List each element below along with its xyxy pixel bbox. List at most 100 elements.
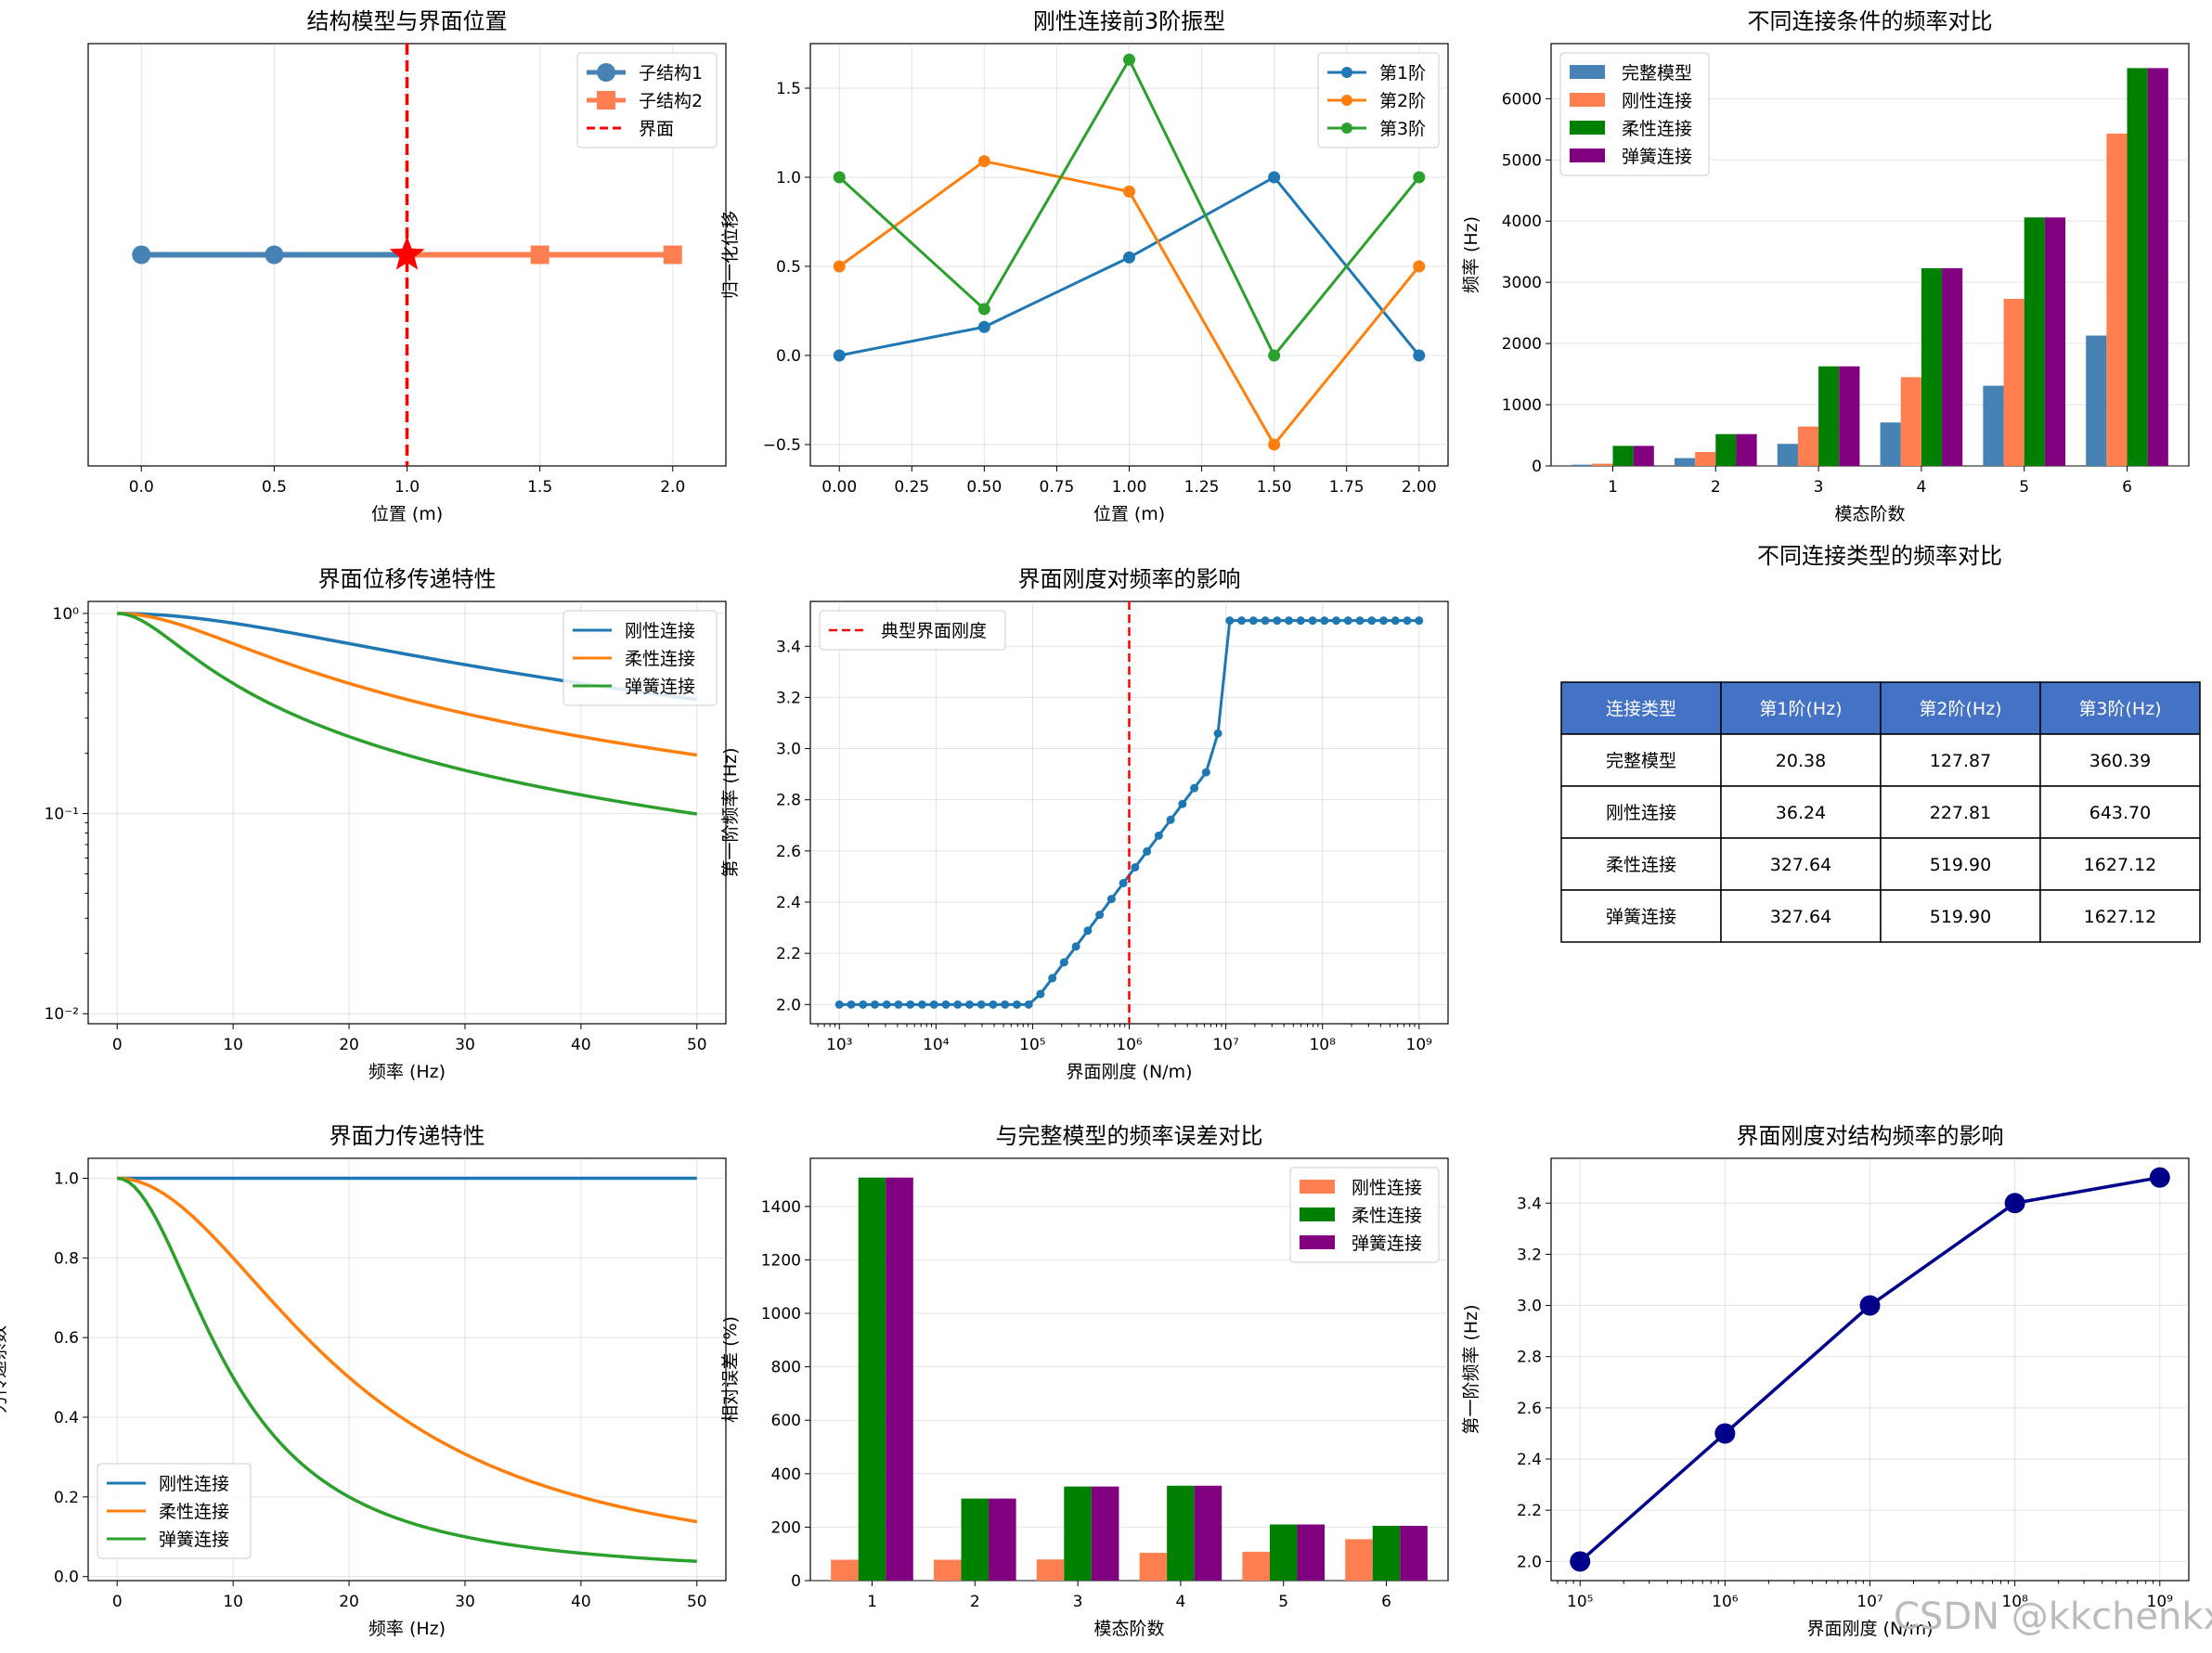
stiffness-point	[977, 1000, 986, 1009]
structure-frequency-point	[1570, 1551, 1591, 1572]
y-tick-label: 1.0	[776, 169, 801, 187]
y-axis-label: 归一化位移	[720, 211, 741, 299]
y-tick-label: 3.0	[776, 741, 801, 759]
x-tick-label: 10⁵	[1019, 1036, 1045, 1054]
legend-marker	[1341, 123, 1352, 134]
legend-marker	[597, 91, 615, 110]
mode-2-point	[1268, 438, 1281, 451]
watermark: CSDN @kkchenkx	[1894, 1595, 2212, 1638]
x-tick-label: 0	[112, 1593, 123, 1611]
x-axis-label: 界面刚度 (N/m)	[1067, 1062, 1193, 1082]
x-tick-label: 0.5	[262, 478, 287, 497]
table-cell-text: 327.64	[1770, 855, 1831, 875]
bar-1	[1064, 1486, 1092, 1581]
chart-title: 结构模型与界面位置	[307, 8, 508, 34]
mode-3-point	[1413, 171, 1426, 184]
stiffness-point	[1213, 729, 1222, 738]
y-tick-label: 1.5	[776, 80, 801, 98]
stiffness-point	[1036, 989, 1045, 999]
stiffness-point	[1178, 799, 1187, 808]
stiffness-point	[906, 1000, 915, 1009]
bar-0	[1777, 444, 1798, 466]
legend-label: 界面	[639, 119, 674, 139]
stiffness-point	[1143, 846, 1152, 856]
y-axis-label: 第一阶频率 (Hz)	[1461, 1304, 1481, 1434]
table-cell	[1560, 837, 1722, 891]
bar-0	[1242, 1551, 1270, 1581]
x-tick-label: 1.5	[527, 478, 552, 497]
bar-2	[1194, 1485, 1222, 1581]
x-axis-label: 频率 (Hz)	[369, 1619, 446, 1639]
table-header-text: 第1阶(Hz)	[1759, 699, 1842, 719]
bar-2	[1297, 1524, 1326, 1581]
stiffness-point	[1059, 958, 1068, 967]
x-tick-label: 10⁶	[1712, 1593, 1739, 1611]
stiffness-point	[1379, 616, 1389, 626]
bar-1	[1269, 1524, 1298, 1581]
x-tick-label: 40	[571, 1593, 591, 1611]
legend-label: 第2阶	[1379, 91, 1426, 111]
table-cell-text: 1627.12	[2084, 855, 2157, 875]
x-tick-label: 3	[1073, 1593, 1083, 1611]
x-tick-label: 50	[687, 1036, 707, 1054]
legend-swatch	[1570, 149, 1605, 162]
stiffness-point	[1320, 616, 1329, 626]
x-axis-label: 模态阶数	[1093, 1619, 1164, 1639]
legend: 子结构1 子结构2 界面	[576, 52, 718, 149]
stiffness-point	[1119, 879, 1128, 888]
stiffness-point	[1355, 616, 1365, 626]
stiffness-point	[1367, 616, 1377, 626]
stiffness-point	[1403, 616, 1412, 626]
bar-1	[1695, 451, 1716, 466]
chart-title: 刚性连接前3阶振型	[1033, 8, 1225, 34]
table-cell	[1720, 837, 1882, 891]
y-tick-label: 0	[791, 1572, 801, 1591]
stiffness-point	[941, 1000, 951, 1009]
y-axis-label: 位移传递比	[0, 768, 2, 857]
legend-box	[97, 1463, 252, 1559]
table-cell	[1880, 785, 2041, 839]
stiffness-point	[1261, 616, 1270, 626]
chart-title: 界面位移传递特性	[318, 566, 497, 592]
bar-1	[1797, 426, 1819, 466]
y-axis-label: 第一阶频率 (Hz)	[720, 747, 741, 877]
y-tick-label: −0.5	[763, 436, 801, 455]
stiffness-point	[1225, 616, 1235, 626]
legend-label: 完整模型	[1622, 63, 1692, 84]
table-cell	[1560, 733, 1722, 787]
x-tick-label: 50	[687, 1593, 707, 1611]
x-tick-label: 1	[867, 1593, 877, 1611]
x-tick-label: 10⁸	[1309, 1036, 1336, 1054]
bar-3	[1839, 366, 1860, 466]
y-tick-label: 0.2	[54, 1489, 79, 1507]
mode-2-point	[1123, 185, 1135, 198]
x-tick-label: 0.0	[129, 478, 154, 497]
y-tick-label: 0.8	[54, 1249, 79, 1268]
y-tick-label: 200	[771, 1518, 801, 1537]
y-tick-label: 1000	[1502, 396, 1542, 415]
plot-frame	[1550, 1157, 2190, 1582]
stiffness-point	[1083, 926, 1093, 936]
table-cell-text: 36.24	[1776, 803, 1826, 823]
y-tick-label: 3.2	[776, 689, 801, 707]
stiffness-point	[1048, 974, 1057, 983]
legend-swatch	[1300, 1235, 1335, 1249]
x-tick-label: 1.75	[1329, 478, 1365, 497]
x-tick-label: 5	[2019, 478, 2029, 497]
table-cell	[1880, 889, 2041, 943]
table-cell-text: 柔性连接	[1606, 855, 1676, 875]
stiffness-point	[1296, 616, 1305, 626]
y-tick-label: 2.4	[1517, 1451, 1542, 1469]
table-cell	[2039, 889, 2201, 943]
stiffness-point	[1248, 616, 1258, 626]
legend-label: 柔性连接	[625, 649, 695, 669]
x-axis-label: 频率 (Hz)	[369, 1062, 446, 1082]
y-tick-label: 0	[1532, 458, 1542, 476]
legend-swatch	[1300, 1180, 1335, 1194]
y-tick-label: 1.0	[54, 1169, 79, 1188]
mode-3-point	[833, 171, 846, 184]
y-tick-label: 800	[771, 1359, 801, 1377]
